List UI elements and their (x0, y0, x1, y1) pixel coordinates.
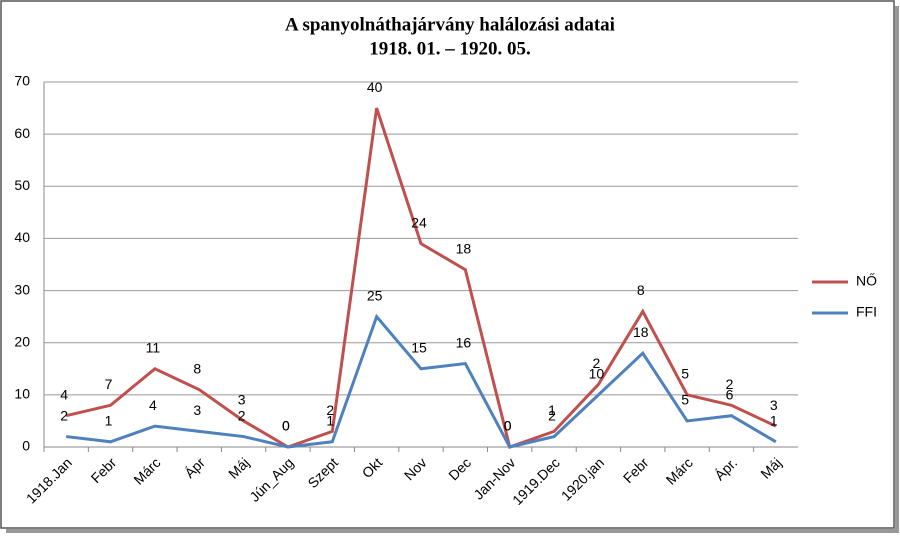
data-label: 16 (456, 334, 472, 350)
y-tick-label: 50 (14, 177, 30, 193)
y-tick-label: 30 (14, 281, 30, 297)
data-label: 2 (60, 407, 68, 423)
data-label: 25 (367, 287, 383, 303)
data-label: 40 (367, 79, 383, 95)
line-series (65, 107, 777, 449)
data-label: 2 (326, 402, 334, 418)
data-label: 0 (504, 418, 512, 434)
y-tick-label: 70 (14, 73, 30, 89)
legend-label: NŐ (856, 273, 877, 289)
line-series (66, 313, 777, 449)
data-label: 4 (60, 386, 68, 402)
data-label: 3 (770, 397, 778, 413)
data-label: 6 (726, 386, 734, 402)
data-label: 2 (548, 407, 556, 423)
data-label: 5 (681, 366, 689, 382)
data-label: 18 (456, 240, 472, 256)
chart-frame (0, 0, 895, 529)
data-label: 15 (411, 339, 427, 355)
data-label: 0 (282, 418, 290, 434)
data-label: 2 (238, 407, 246, 423)
data-label: 18 (633, 324, 649, 340)
shadow (6, 529, 899, 533)
chart-subtitle: 1918. 01. – 1920. 05. (369, 38, 531, 59)
data-label: 2 (726, 376, 734, 392)
y-tick-label: 40 (14, 229, 30, 245)
y-tick-label: 0 (22, 438, 30, 454)
data-label: 0 (282, 418, 290, 434)
y-tick-label: 10 (14, 386, 30, 402)
data-label: 11 (146, 339, 161, 355)
y-tick-label: 60 (14, 125, 30, 141)
data-label: 10 (589, 366, 605, 382)
data-label: 8 (193, 360, 201, 376)
data-label: 3 (238, 392, 246, 408)
data-label: 2 (593, 355, 601, 371)
data-label: 5 (681, 392, 689, 408)
chart-title: A spanyolnáthajárvány halálozási adatai (285, 14, 615, 35)
legend-label: FFI (856, 304, 877, 320)
y-tick-label: 20 (14, 333, 30, 349)
shadow (895, 6, 899, 532)
data-label: 1 (105, 412, 113, 428)
data-label: 1 (770, 412, 778, 428)
data-label: 3 (193, 402, 201, 418)
data-label: 8 (637, 282, 645, 298)
data-label: 1 (548, 402, 556, 418)
data-label: 7 (105, 376, 113, 392)
data-label: 24 (411, 214, 427, 230)
data-label: 0 (504, 418, 512, 434)
data-label: 1 (326, 412, 334, 428)
data-label: 4 (149, 397, 157, 413)
